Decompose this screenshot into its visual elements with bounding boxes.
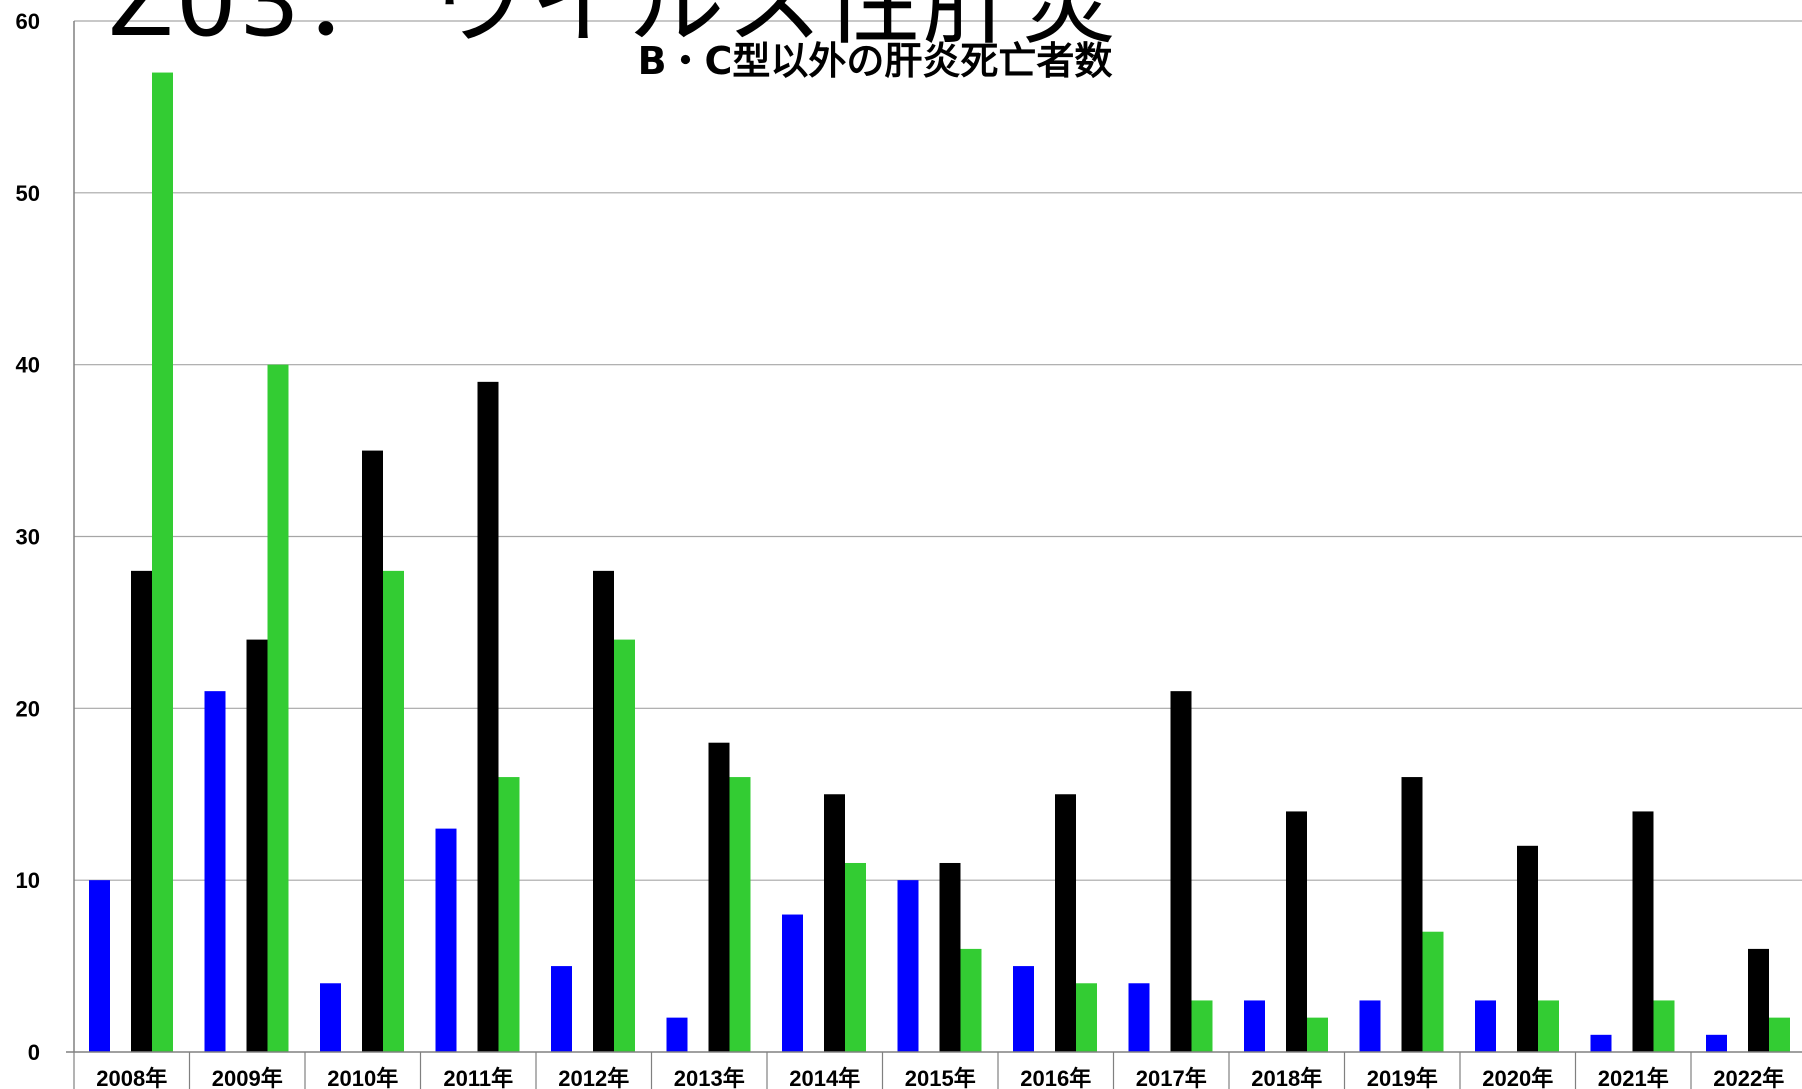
y-tick-label: 20 — [16, 696, 40, 721]
bar — [551, 966, 572, 1052]
bar — [1191, 1000, 1213, 1052]
bar — [435, 828, 457, 1052]
x-tick-label: 2010年 — [327, 1066, 398, 1089]
bar — [320, 983, 341, 1052]
bar — [89, 880, 110, 1052]
bar — [593, 570, 614, 1052]
y-tick-label: 10 — [16, 868, 40, 893]
bar — [131, 570, 152, 1052]
chart-title: B・C型以外の肝炎死亡者数 — [637, 39, 1113, 83]
bar — [246, 639, 268, 1052]
bar — [614, 639, 635, 1052]
bar — [1422, 931, 1444, 1052]
tick-labels: 0 10 20 30 40 50 60 2008年 2009年 2010年 2011年 2012年 20… — [16, 9, 1785, 1089]
page-title: Z03： ウイルス性肝炎 — [108, 0, 1119, 58]
bar — [1013, 966, 1034, 1052]
x-tick-label: 2020年 — [1482, 1066, 1553, 1089]
bar — [1307, 1017, 1328, 1052]
x-tick-label: 2014年 — [789, 1066, 860, 1089]
gridlines — [74, 20, 1802, 881]
bar — [939, 862, 961, 1052]
y-tick-label: 50 — [16, 181, 40, 206]
bar — [824, 794, 845, 1052]
y-tick-label: 60 — [16, 9, 40, 34]
bar — [267, 364, 289, 1053]
bar — [1170, 691, 1192, 1052]
x-tick-label: 2022年 — [1713, 1066, 1784, 1089]
bar — [1076, 983, 1097, 1052]
bar — [1359, 1000, 1381, 1052]
bar — [1538, 1000, 1559, 1052]
bar — [1653, 1000, 1675, 1052]
bar — [362, 450, 383, 1052]
bar — [1632, 811, 1654, 1052]
bar — [1517, 845, 1538, 1052]
bar — [708, 742, 730, 1052]
bar — [498, 777, 520, 1052]
bar — [729, 777, 751, 1052]
bar — [897, 880, 919, 1052]
bar — [1769, 1017, 1790, 1052]
x-tick-label: 2008年 — [96, 1066, 167, 1089]
x-tick-label: 2019年 — [1367, 1066, 1438, 1089]
y-tick-label: 30 — [16, 525, 40, 550]
bar — [152, 72, 173, 1053]
x-tick-label: 2017年 — [1136, 1066, 1207, 1089]
x-tick-label: 2021年 — [1598, 1066, 1669, 1089]
bar — [845, 862, 866, 1052]
bar — [1590, 1034, 1612, 1052]
axes — [66, 21, 1802, 1089]
bar — [383, 570, 404, 1052]
bar — [477, 381, 499, 1053]
y-tick-label: 40 — [16, 353, 40, 378]
bars — [89, 72, 1790, 1053]
bar — [782, 914, 803, 1052]
bar — [666, 1017, 688, 1052]
bar — [1286, 811, 1307, 1052]
bar — [1244, 1000, 1265, 1052]
bar — [1128, 983, 1150, 1052]
bar — [1055, 794, 1076, 1052]
bar — [204, 691, 226, 1052]
x-tick-label: 2018年 — [1251, 1066, 1322, 1089]
bar — [1748, 948, 1769, 1052]
x-tick-label: 2013年 — [674, 1066, 745, 1089]
bar — [960, 948, 982, 1052]
bar — [1401, 777, 1423, 1052]
y-tick-label: 0 — [28, 1040, 40, 1065]
bar — [1475, 1000, 1496, 1052]
x-tick-label: 2009年 — [212, 1066, 283, 1089]
bar — [1706, 1034, 1727, 1052]
x-tick-label: 2015年 — [905, 1066, 976, 1089]
x-tick-label: 2011年 — [443, 1066, 513, 1089]
x-tick-label: 2016年 — [1020, 1066, 1091, 1089]
x-tick-label: 2012年 — [558, 1066, 629, 1089]
